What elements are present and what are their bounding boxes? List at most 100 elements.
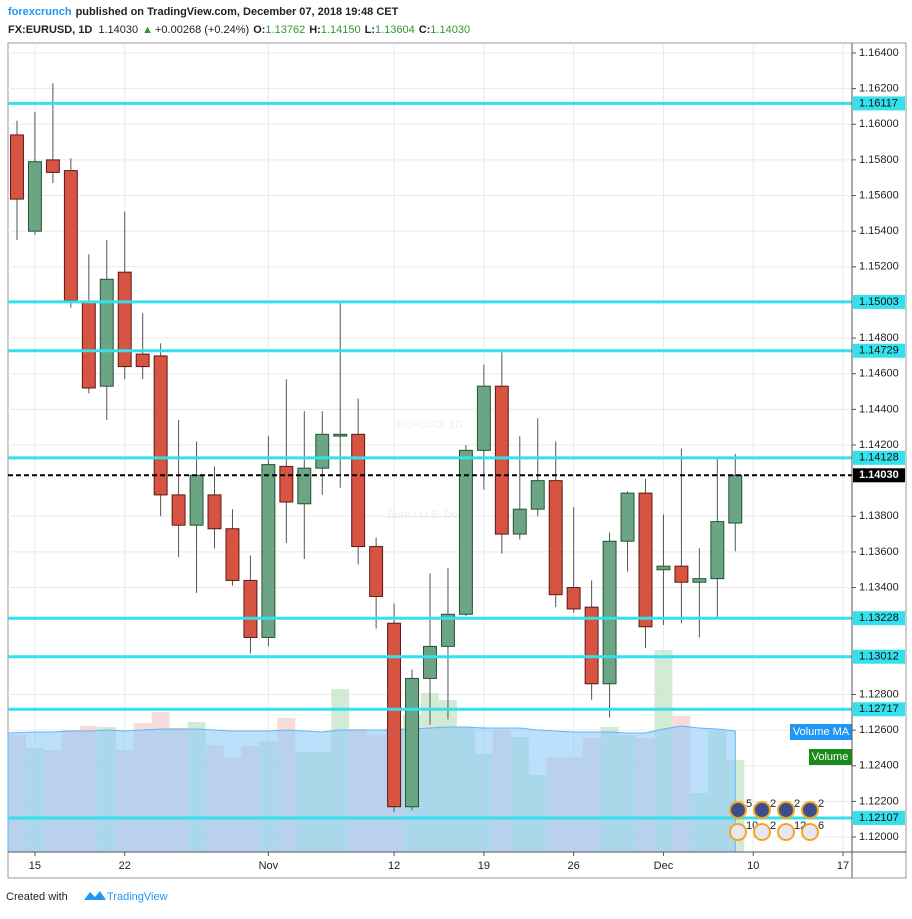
- y-tick-label: 1.13400: [859, 581, 899, 593]
- symbol-line: FX:EURUSD, 1D 1.14030 ▲ +0.00268 (+0.24%) O:…: [8, 24, 470, 36]
- level-label: 1.12107: [859, 812, 899, 824]
- candle-body: [225, 528, 240, 581]
- candle-body: [566, 587, 581, 610]
- level-tag: [853, 611, 905, 626]
- candle-body: [45, 159, 60, 173]
- candle-body: [458, 449, 473, 615]
- volume-ma-area: [7, 725, 736, 853]
- y-tick-label: 1.15200: [859, 261, 899, 273]
- level-tag: [853, 96, 905, 111]
- event-count: 5: [746, 798, 752, 810]
- candle-body: [710, 521, 725, 580]
- event-count: 2: [818, 798, 824, 810]
- candle-body: [638, 492, 653, 628]
- level-label: 1.15003: [859, 296, 899, 308]
- published: published on TradingView.com, December 0…: [76, 6, 399, 18]
- candle-body: [584, 606, 599, 685]
- candle-body: [63, 170, 78, 302]
- level-tag: [853, 810, 905, 825]
- candle-body: [27, 161, 42, 232]
- candle-body: [512, 508, 527, 535]
- y-tick-label: 1.14800: [859, 332, 899, 344]
- up-arrow: ▲: [142, 24, 153, 36]
- x-tick-label: Dec: [654, 860, 674, 872]
- event-count: 2: [770, 820, 776, 832]
- footer-brand[interactable]: TradingView: [107, 891, 168, 903]
- event-icon: [753, 823, 771, 841]
- y-tick-label: 1.14600: [859, 368, 899, 380]
- footer-logo: [84, 891, 106, 900]
- ohlc-value: 1.13604: [375, 24, 415, 36]
- x-tick-label: 19: [478, 860, 490, 872]
- candle-body: [674, 565, 689, 583]
- candle-body: [315, 433, 330, 469]
- level-label: 1.16117: [859, 97, 898, 109]
- change: +0.00268 (+0.24%): [155, 24, 249, 36]
- level-tag: [853, 702, 905, 717]
- ohlc-label: H:: [309, 24, 321, 36]
- candle-body: [692, 578, 707, 583]
- level-tag: [853, 450, 905, 465]
- y-tick-label: 1.12600: [859, 724, 899, 736]
- event-count: 2: [770, 798, 776, 810]
- candle-body: [171, 494, 186, 526]
- ohlc-value: 1.14030: [430, 24, 470, 36]
- y-tick-label: 1.13800: [859, 510, 899, 522]
- candle-body: [405, 677, 420, 808]
- candle-body: [476, 385, 491, 451]
- ohlc-label: L:: [365, 24, 375, 36]
- watermark-title: EURUSD, 1D: [397, 419, 464, 431]
- candle-body: [10, 134, 24, 200]
- event-icon: [729, 801, 747, 819]
- candle-body: [189, 474, 204, 526]
- axes: 1.16400 1.16200 1.16000 1.15800 1.15600 1.154…: [29, 47, 905, 872]
- candle-body: [620, 492, 635, 542]
- x-tick-label: 17: [837, 860, 849, 872]
- event-count: 2: [794, 798, 800, 810]
- x-tick-label: 12: [388, 860, 400, 872]
- y-tick-label: 1.15800: [859, 154, 899, 166]
- y-tick-label: 1.12200: [859, 795, 899, 807]
- level-label: 1.14729: [859, 345, 899, 357]
- candle-body: [602, 540, 617, 685]
- last-price-tag: [853, 468, 905, 483]
- volume-ma-name: Volume MA: [793, 726, 850, 738]
- candle-body: [728, 474, 743, 524]
- y-tick-label: 1.16400: [859, 47, 899, 59]
- level-label: 1.13012: [859, 651, 899, 663]
- level-label: 1.12717: [859, 703, 899, 715]
- ohlc-label: O:: [253, 24, 265, 36]
- level-tag: [853, 294, 905, 309]
- candle-body: [153, 355, 168, 496]
- candle-body: [530, 480, 545, 510]
- y-tick-label: 1.12000: [859, 831, 899, 843]
- event-icon: [801, 823, 819, 841]
- candle-body: [387, 622, 402, 808]
- brand[interactable]: forexcrunch: [8, 6, 72, 18]
- y-tick-label: 1.14400: [859, 403, 899, 415]
- level-label: 1.14128: [859, 452, 899, 464]
- level-tag: [853, 649, 905, 664]
- ohlc-value: 1.13762: [265, 24, 305, 36]
- candle-body: [261, 464, 276, 638]
- event-icon: [729, 823, 747, 841]
- last-price-label: 1.14030: [859, 469, 899, 481]
- y-tick-label: 1.15600: [859, 189, 899, 201]
- ohlc-value: 1.14150: [321, 24, 361, 36]
- event-icon: [777, 801, 795, 819]
- y-tick-label: 1.16200: [859, 83, 899, 95]
- y-tick-label: 1.14200: [859, 439, 899, 451]
- symbol: FX:EURUSD, 1D: [8, 24, 92, 36]
- candle-body: [656, 565, 671, 571]
- y-tick-label: 1.16000: [859, 118, 899, 130]
- header-line: forexcrunch published on TradingView.com,…: [8, 6, 399, 18]
- level-label: 1.13228: [859, 612, 899, 624]
- price: 1.14030: [98, 24, 138, 36]
- footer-text: Created with: [6, 891, 68, 903]
- candle-body: [297, 467, 312, 505]
- candle-body: [369, 546, 384, 597]
- candle-body: [99, 278, 114, 387]
- y-tick-label: 1.12800: [859, 688, 899, 700]
